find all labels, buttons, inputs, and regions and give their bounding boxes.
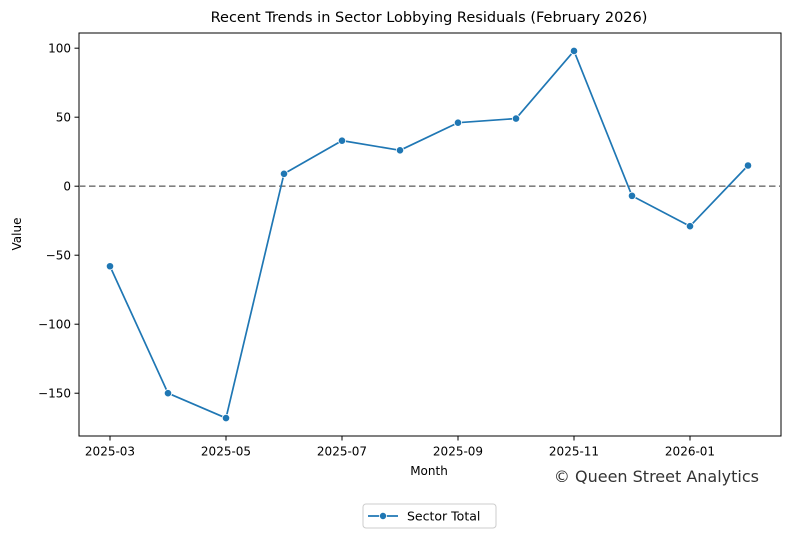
- x-tick-label: 2025-05: [201, 445, 251, 459]
- legend-label-sector-total: Sector Total: [407, 509, 480, 524]
- data-point: [163, 389, 173, 398]
- y-axis: −150 −100 −50 0 50 100: [38, 41, 79, 401]
- y-axis-label: Value: [10, 218, 24, 251]
- watermark-text: © Queen Street Analytics: [554, 467, 759, 486]
- data-point: [279, 169, 289, 178]
- chart-title: Recent Trends in Sector Lobbying Residua…: [211, 10, 648, 26]
- data-point: [743, 161, 753, 170]
- x-axis-label: Month: [410, 464, 448, 478]
- legend: Sector Total: [362, 503, 497, 529]
- data-point: [105, 262, 115, 271]
- x-tick-label: 2025-03: [85, 445, 135, 459]
- series-line-sector-total: [109, 50, 749, 419]
- y-tick-label: −50: [46, 249, 71, 263]
- data-point: [511, 114, 521, 123]
- series-layer: [105, 46, 753, 423]
- x-axis: 2025-03 2025-05 2025-07 2025-09 2025-11 2026-…: [85, 436, 715, 459]
- y-tick-label: 50: [56, 110, 71, 124]
- data-point: [337, 136, 347, 145]
- data-point: [685, 222, 695, 231]
- legend-frame: [362, 503, 497, 529]
- plot-area: [78, 32, 782, 437]
- x-tick-label: 2025-07: [317, 445, 367, 459]
- y-tick-label: −150: [38, 387, 71, 401]
- y-tick-label: −100: [38, 318, 71, 332]
- data-point: [221, 413, 231, 423]
- data-point: [453, 118, 463, 127]
- legend-marker-swatch: [378, 512, 387, 521]
- data-point: [627, 191, 637, 200]
- y-tick-label: 100: [48, 41, 71, 55]
- x-tick-label: 2026-01: [665, 445, 715, 459]
- x-tick-label: 2025-09: [433, 445, 483, 459]
- data-point: [569, 46, 579, 56]
- x-tick-label: 2025-11: [549, 445, 599, 459]
- y-tick-label: 0: [63, 179, 71, 193]
- data-point: [395, 146, 405, 155]
- plot-frame: [78, 32, 782, 437]
